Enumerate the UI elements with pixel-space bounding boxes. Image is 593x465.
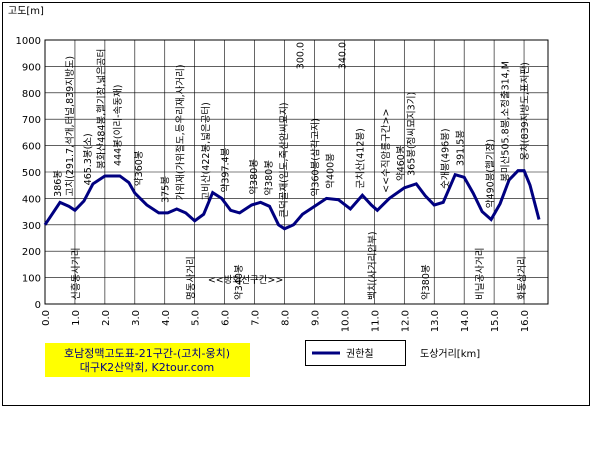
x-tick-label: 15.0 (490, 310, 501, 332)
x-tick-label: 5.0 (191, 310, 202, 326)
annotation: 군치산(412봉) (354, 128, 366, 189)
y-tick-label: 800 (22, 89, 41, 100)
annotation: 명동사거리 (186, 256, 197, 300)
annotation: 약380봉 (420, 264, 432, 300)
y-axis-title: 고도[m] (8, 6, 44, 17)
annotation: <<방화선구간>> (208, 275, 284, 286)
annotation: 비닐공사거리 (475, 248, 486, 300)
x-tick-label: 9.0 (310, 310, 321, 326)
x-tick-label: 16.0 (520, 310, 531, 332)
x-tick-label: 2.0 (101, 310, 112, 326)
annotation: 신흥동사거리 (70, 248, 82, 300)
title-box (45, 343, 250, 377)
annotation: 가위재(가위절도,등우리재,사거리) (175, 64, 187, 200)
x-tick-label: 8.0 (281, 310, 292, 326)
annotation: 391.5봉 (456, 130, 467, 166)
y-tick-label: 0 (35, 300, 41, 311)
x-tick-label: 10.0 (340, 310, 351, 332)
annotation: 340.0 (337, 42, 348, 69)
y-tick-label: 500 (22, 168, 41, 179)
annotation: 444봉(이리-속동재) (113, 85, 124, 166)
elevation-line (43, 169, 541, 231)
annotation: 봉미산505.8봉,소정출314,M (501, 61, 512, 182)
legend-label: 권한칠 (346, 348, 374, 360)
annotation: 약397.4봉 (220, 147, 232, 192)
x-tick-label: 13.0 (430, 310, 441, 332)
annotation: 큰덕골재(임도,죽산안씨묘지) (278, 102, 290, 217)
x-tick-label: 12.0 (400, 310, 411, 332)
x-tick-label: 0.0 (41, 310, 52, 326)
annotation: 375봉 (161, 176, 172, 203)
annotation: 약400봉 (324, 153, 336, 189)
annotation: 백치(사거리안부) (366, 231, 378, 300)
annotation: 약380봉 (248, 159, 260, 195)
annotation: 고비산(422봉,넓은공터) (201, 102, 212, 201)
y-tick-label: 400 (22, 194, 41, 205)
annotation: 약490봉(헬기장) (485, 139, 497, 208)
chart-subtitle: 대구K2산악회, K2tour.com (80, 361, 215, 374)
annotation: 약340봉 (233, 264, 245, 300)
x-tick-label: 11.0 (370, 310, 381, 332)
x-tick-label: 4.0 (161, 310, 172, 326)
y-tick-label: 1000 (16, 36, 41, 47)
annotation: <<수직암릉구간>> (380, 109, 392, 193)
annotation: 386봉 (53, 170, 64, 197)
annotation: 웅치(839지방도,표지판) (519, 62, 531, 161)
x-axis-title: 도상거리[km] (420, 348, 480, 360)
y-tick-label: 900 (22, 62, 41, 73)
annotation: 봉화산484봉,헬기장,넓은공터 (96, 49, 107, 169)
y-tick-label: 700 (22, 115, 41, 126)
x-tick-label: 6.0 (221, 310, 232, 326)
y-tick-label: 200 (22, 247, 41, 258)
annotation: 약380봉 (263, 160, 275, 196)
annotation: 300.0 (295, 42, 306, 69)
x-tick-label: 7.0 (251, 310, 262, 326)
x-tick-label: 14.0 (460, 310, 471, 332)
y-tick-label: 300 (22, 221, 41, 232)
annotation: 약360봉(삼각고지) (309, 118, 321, 196)
y-tick-label: 100 (22, 274, 41, 285)
y-tick-label: 600 (22, 142, 41, 153)
annotation: 화동삼거리 (517, 256, 528, 300)
annotation: 고치(291.7,석개,터널,839지방도) (64, 56, 76, 196)
chart-title: 호남정맥고도표-21구간-(고치-웅치) (64, 347, 230, 360)
annotation: 365봉(정씨묘지3기) (406, 92, 417, 176)
x-tick-label: 3.0 (131, 310, 142, 326)
annotation: 약460봉 (395, 145, 407, 181)
annotation: 약360봉 (133, 150, 145, 186)
annotation: 숫개봉(496봉) (441, 128, 452, 189)
annotation: 465.3봉(소) (83, 133, 94, 185)
x-tick-label: 1.0 (71, 310, 82, 326)
